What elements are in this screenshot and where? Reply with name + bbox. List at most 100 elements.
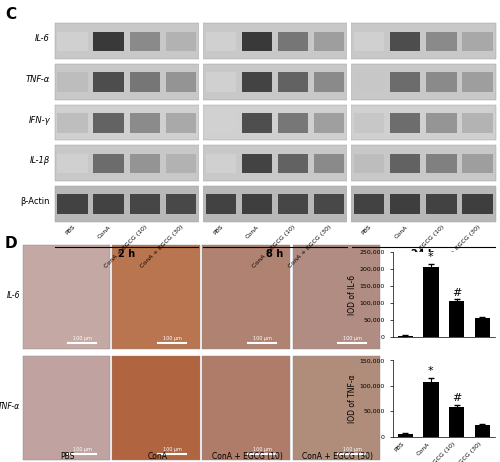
FancyBboxPatch shape [130,153,160,173]
FancyBboxPatch shape [94,194,124,214]
FancyBboxPatch shape [314,72,344,92]
Text: ConA: ConA [97,224,112,239]
Text: IFN-γ: IFN-γ [28,116,50,125]
FancyBboxPatch shape [58,113,88,133]
FancyBboxPatch shape [203,24,347,59]
Text: ConA + EGCG (10): ConA + EGCG (10) [104,224,148,269]
FancyBboxPatch shape [426,153,456,173]
Text: IL-6: IL-6 [35,34,50,43]
FancyBboxPatch shape [112,245,200,349]
FancyBboxPatch shape [130,113,160,133]
Text: 100 μm: 100 μm [252,336,272,341]
Bar [449,301,464,337]
Text: #: # [452,288,461,298]
FancyBboxPatch shape [462,194,492,214]
FancyBboxPatch shape [462,153,492,173]
FancyBboxPatch shape [206,113,236,133]
FancyBboxPatch shape [390,113,420,133]
FancyBboxPatch shape [202,245,290,349]
FancyBboxPatch shape [58,31,88,51]
FancyBboxPatch shape [351,64,496,100]
FancyBboxPatch shape [462,72,492,92]
FancyBboxPatch shape [22,356,110,460]
Text: 100 μm: 100 μm [342,447,361,452]
FancyBboxPatch shape [203,146,347,181]
FancyBboxPatch shape [54,146,199,181]
Text: 100 μm: 100 μm [72,336,92,341]
Text: PBS: PBS [64,224,76,236]
FancyBboxPatch shape [206,72,236,92]
Text: ConA + EGCG (30): ConA + EGCG (30) [302,452,373,461]
FancyBboxPatch shape [354,31,384,51]
FancyBboxPatch shape [242,113,272,133]
Text: 100 μm: 100 μm [162,447,182,452]
FancyBboxPatch shape [278,153,308,173]
FancyBboxPatch shape [354,194,384,214]
Text: 24 h: 24 h [412,249,436,259]
Text: 100 μm: 100 μm [342,336,361,341]
FancyBboxPatch shape [203,105,347,140]
FancyBboxPatch shape [314,153,344,173]
Text: ConA: ConA [246,224,260,239]
FancyBboxPatch shape [202,356,290,460]
FancyBboxPatch shape [242,31,272,51]
FancyBboxPatch shape [278,113,308,133]
Text: ConA + EGCG (10): ConA + EGCG (10) [252,224,296,269]
FancyBboxPatch shape [166,113,196,133]
FancyBboxPatch shape [292,245,380,349]
Text: ConA + EGCG (10): ConA + EGCG (10) [400,224,445,269]
Text: β-Actin: β-Actin [20,197,50,206]
FancyBboxPatch shape [203,186,347,222]
FancyBboxPatch shape [58,72,88,92]
Text: ConA: ConA [148,452,168,461]
Bar [423,267,438,337]
FancyBboxPatch shape [206,153,236,173]
Text: ConA: ConA [394,224,409,239]
Text: ConA + EGCG (30): ConA + EGCG (30) [140,224,184,269]
Text: D: D [5,236,18,250]
FancyBboxPatch shape [54,105,199,140]
Text: ConA + EGCG (10): ConA + EGCG (10) [212,452,283,461]
Text: PBS: PBS [212,224,224,236]
FancyBboxPatch shape [354,153,384,173]
FancyBboxPatch shape [314,113,344,133]
Text: 100 μm: 100 μm [72,447,92,452]
FancyBboxPatch shape [94,153,124,173]
Text: C: C [5,7,16,22]
FancyBboxPatch shape [278,194,308,214]
FancyBboxPatch shape [462,31,492,51]
Text: ConA + EGCG (30): ConA + EGCG (30) [288,224,333,269]
FancyBboxPatch shape [166,31,196,51]
FancyBboxPatch shape [112,356,200,460]
FancyBboxPatch shape [54,186,199,222]
FancyBboxPatch shape [166,194,196,214]
FancyBboxPatch shape [54,24,199,59]
Bar [398,434,413,437]
FancyBboxPatch shape [314,194,344,214]
FancyBboxPatch shape [278,31,308,51]
Text: PBS: PBS [60,452,74,461]
FancyBboxPatch shape [354,72,384,92]
Text: TNF-α: TNF-α [0,402,20,411]
FancyBboxPatch shape [351,24,496,59]
FancyBboxPatch shape [94,31,124,51]
Text: 8 h: 8 h [266,249,283,259]
Text: IL-1β: IL-1β [30,156,50,165]
FancyBboxPatch shape [351,105,496,140]
Bar [423,382,438,437]
Bar [398,335,413,337]
FancyBboxPatch shape [390,31,420,51]
Text: 100 μm: 100 μm [252,447,272,452]
FancyBboxPatch shape [58,153,88,173]
Text: 100 μm: 100 μm [162,336,182,341]
FancyBboxPatch shape [426,72,456,92]
Text: IL-6: IL-6 [6,291,20,300]
FancyBboxPatch shape [166,153,196,173]
FancyBboxPatch shape [94,113,124,133]
Text: TNF-α: TNF-α [26,75,50,84]
FancyBboxPatch shape [166,72,196,92]
FancyBboxPatch shape [242,194,272,214]
FancyBboxPatch shape [292,356,380,460]
FancyBboxPatch shape [462,113,492,133]
FancyBboxPatch shape [242,153,272,173]
